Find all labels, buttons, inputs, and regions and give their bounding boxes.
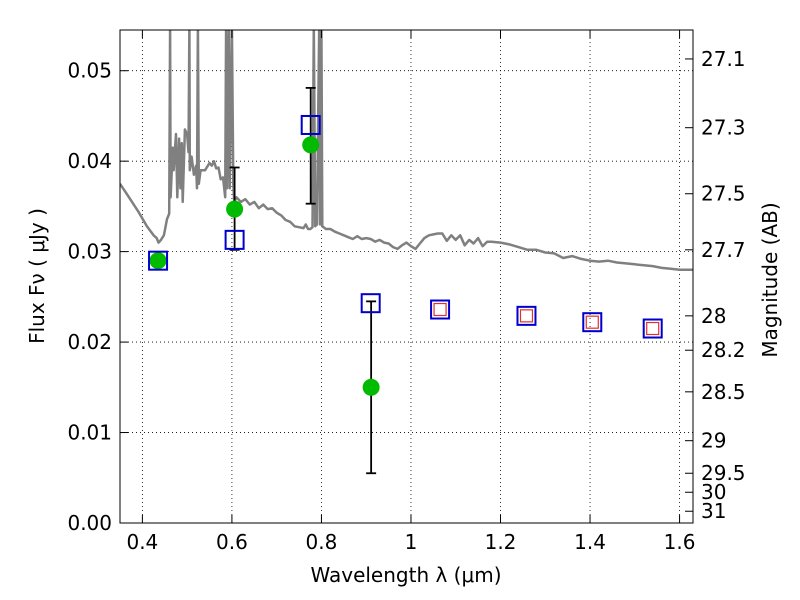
model-flux-square xyxy=(430,299,451,320)
model-flux-square xyxy=(300,114,321,135)
axes-ticks: 0.4 0.6 0.8 1 1.2 1.4 1.6 0.00 0.01 0.02 0.03 0.04 0… xyxy=(67,30,746,554)
observed-flux-point xyxy=(302,136,320,154)
observed-flux-point xyxy=(149,252,167,270)
x-tick-label: 1.2 xyxy=(485,530,517,554)
model-flux-square xyxy=(360,293,381,314)
model-flux-inner-square xyxy=(519,309,534,323)
x-tick-label: 1 xyxy=(405,530,418,554)
model-flux-square xyxy=(582,312,603,333)
model-flux-inner-square xyxy=(646,321,660,336)
y2-tick-label: 29 xyxy=(701,429,726,453)
y-tick-label: 0.03 xyxy=(67,240,112,264)
model-flux-inner-square xyxy=(585,315,599,329)
y2-tick-label: 28.5 xyxy=(701,380,746,404)
x-axis-label: Wavelength λ (μm) xyxy=(310,563,501,587)
y-tick-label: 0.00 xyxy=(67,511,112,535)
plot-frame xyxy=(119,29,694,524)
y2-tick-label: 27.7 xyxy=(701,238,746,262)
x-tick-label: 0.8 xyxy=(306,530,338,554)
observed-flux-point xyxy=(362,378,380,396)
plot-area xyxy=(120,30,693,475)
model-flux-square xyxy=(148,250,169,271)
y2-tick-label: 29.5 xyxy=(701,461,746,485)
model-flux-square xyxy=(224,229,245,250)
y2-tick-label: 28 xyxy=(701,304,726,328)
y-tick-label: 0.02 xyxy=(67,330,112,354)
observed-flux-point xyxy=(226,200,244,218)
model-flux-inner-square xyxy=(433,302,447,317)
y-tick-label: 0.01 xyxy=(67,421,112,445)
x-tick-label: 0.6 xyxy=(216,530,248,554)
model-spectrum-line xyxy=(120,30,693,271)
y-axis-label: Flux Fν ( μJy ) xyxy=(25,208,49,344)
y2-tick-label: 30 xyxy=(701,480,726,504)
model-flux-square xyxy=(516,305,537,326)
y2-tick-label: 27.5 xyxy=(701,182,746,206)
x-tick-label: 1.4 xyxy=(574,530,606,554)
y2-tick-label: 27.1 xyxy=(701,47,746,71)
x-tick-label: 0.4 xyxy=(126,530,158,554)
y2-tick-label: 27.3 xyxy=(701,116,746,140)
model-flux-square xyxy=(642,318,663,339)
y2-tick-label: 31 xyxy=(701,499,726,523)
y2-axis-label: Magnitude (AB) xyxy=(758,202,782,357)
x-tick-label: 1.6 xyxy=(664,530,696,554)
y-tick-label: 0.04 xyxy=(67,149,112,173)
y2-tick-label: 28.2 xyxy=(701,338,746,362)
y-tick-label: 0.05 xyxy=(67,59,112,83)
